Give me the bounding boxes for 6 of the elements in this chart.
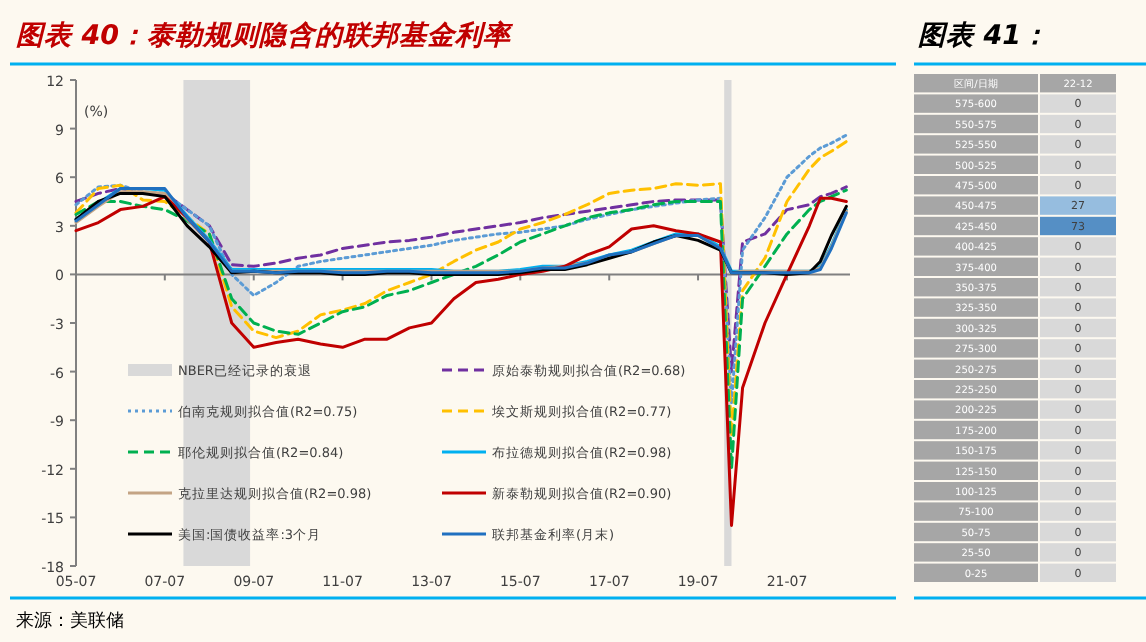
line-series: [74, 195, 848, 527]
line-series: [74, 188, 848, 471]
line-series: [74, 185, 848, 374]
chart-title: 图表 40：泰勒规则隐含的联邦基金利率: [16, 20, 515, 52]
source-note: 来源：美联储: [16, 610, 124, 632]
chart-title: 图表 41：: [918, 20, 1049, 52]
